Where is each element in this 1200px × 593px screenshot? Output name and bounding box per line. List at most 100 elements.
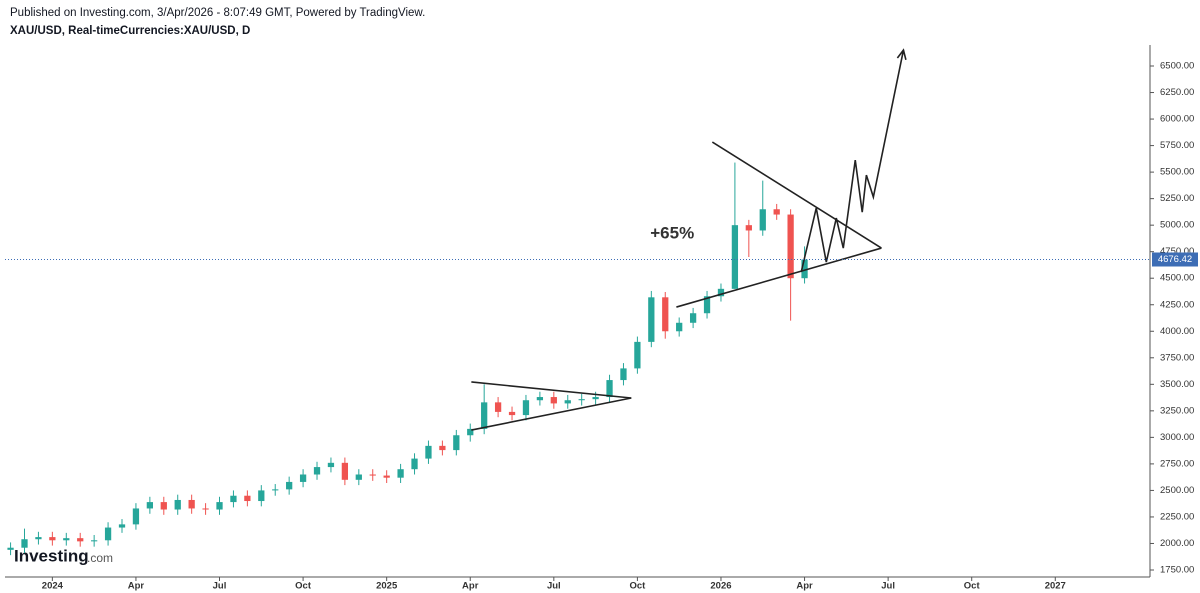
- candle-body: [703, 296, 711, 314]
- candle-body: [369, 474, 376, 476]
- trendline: [711, 141, 882, 249]
- x-tick-label: Jul: [213, 581, 227, 592]
- x-tick-label: Apr: [128, 581, 145, 592]
- y-tick-label: 2250.00: [1160, 511, 1194, 522]
- candle-body: [7, 547, 14, 550]
- candle-body: [244, 495, 251, 502]
- candle-body: [132, 508, 140, 525]
- trendline: [676, 247, 882, 308]
- price-label: 4676.42: [1158, 254, 1192, 265]
- candle-body: [578, 399, 585, 401]
- candle-body: [731, 225, 739, 289]
- price-label-box: [1152, 252, 1198, 267]
- y-tick-label: 1750.00: [1160, 565, 1194, 576]
- logo: Investing: [14, 546, 89, 565]
- candle-body: [494, 402, 502, 412]
- y-tick-label: 3000.00: [1160, 432, 1194, 443]
- candle-body: [313, 467, 321, 475]
- candle-body: [634, 341, 641, 369]
- candle-body: [230, 495, 237, 503]
- candle-body: [773, 209, 780, 215]
- y-tick-label: 5000.00: [1160, 220, 1194, 231]
- x-tick-label: Apr: [796, 581, 813, 592]
- logo-suffix: .com: [87, 551, 113, 565]
- candle-body: [202, 508, 209, 510]
- y-tick-label: 5750.00: [1160, 140, 1194, 151]
- candle-body: [188, 499, 195, 509]
- candle-body: [662, 297, 669, 332]
- candle-body: [118, 524, 126, 528]
- candle-body: [160, 502, 167, 510]
- candle-body: [77, 538, 84, 542]
- forecast-path: [800, 49, 905, 273]
- y-tick-label: 5500.00: [1160, 167, 1194, 178]
- candle-body: [759, 209, 766, 231]
- y-tick-label: 2750.00: [1160, 458, 1194, 469]
- candle-body: [272, 489, 279, 491]
- candle-body: [49, 537, 56, 541]
- trendline: [471, 381, 632, 399]
- candle-body: [341, 462, 349, 480]
- candle-body: [453, 435, 460, 451]
- candle-body: [355, 474, 362, 480]
- y-tick-label: 4000.00: [1160, 326, 1194, 337]
- candle-body: [258, 490, 265, 502]
- candle-body: [327, 462, 335, 468]
- candle-body: [508, 411, 516, 416]
- chart-title: XAU/USD, Real-timeCurrencies:XAU/USD, D: [10, 25, 250, 37]
- candle-body: [216, 502, 223, 510]
- y-tick-label: 2000.00: [1160, 538, 1194, 549]
- candle-body: [536, 397, 544, 401]
- y-tick-label: 5250.00: [1160, 193, 1194, 204]
- y-tick-label: 3750.00: [1160, 352, 1194, 363]
- x-tick-label: 2027: [1045, 581, 1066, 592]
- x-tick-label: Jul: [881, 581, 895, 592]
- candle-body: [91, 540, 98, 542]
- x-tick-label: Apr: [462, 581, 479, 592]
- y-tick-label: 6000.00: [1160, 114, 1194, 125]
- x-tick-label: 2024: [42, 581, 64, 592]
- candle-body: [21, 539, 28, 548]
- candle-body: [35, 537, 42, 540]
- annotation: +65%: [650, 224, 694, 243]
- x-tick-label: 2025: [376, 581, 398, 592]
- candle-body: [63, 538, 70, 541]
- candle-body: [620, 368, 627, 381]
- candle-body: [801, 259, 808, 279]
- candle-body: [522, 400, 530, 416]
- candle-body: [481, 402, 488, 429]
- y-tick-label: 4250.00: [1160, 299, 1194, 310]
- y-tick-label: 3500.00: [1160, 379, 1194, 390]
- candle-body: [592, 397, 599, 400]
- candle-body: [467, 428, 474, 436]
- candle-body: [648, 297, 655, 342]
- x-tick-label: Oct: [629, 581, 646, 592]
- candle-body: [299, 474, 307, 482]
- candle-body: [383, 475, 390, 478]
- y-tick-label: 6500.00: [1160, 61, 1194, 72]
- candle-body: [564, 400, 571, 404]
- x-tick-label: Jul: [547, 581, 561, 592]
- candle-body: [146, 502, 154, 509]
- candle-body: [676, 322, 683, 332]
- candle-body: [411, 458, 418, 470]
- candle-body: [425, 445, 432, 459]
- candle-body: [745, 225, 752, 231]
- y-tick-label: 4750.00: [1160, 246, 1194, 257]
- y-tick-label: 6250.00: [1160, 87, 1194, 98]
- candle-body: [104, 527, 112, 541]
- y-tick-label: 2500.00: [1160, 485, 1194, 496]
- x-tick-label: 2026: [710, 581, 731, 592]
- candle-body: [174, 499, 181, 510]
- trendline: [471, 397, 632, 431]
- candle-body: [286, 481, 293, 490]
- candle-body: [717, 288, 725, 297]
- x-tick-label: Oct: [295, 581, 312, 592]
- candle-body: [689, 313, 697, 323]
- arrowhead: [896, 48, 907, 60]
- candle-body: [787, 214, 794, 279]
- y-tick-label: 3250.00: [1160, 405, 1194, 416]
- header: Published on Investing.com, 3/Apr/2026 -…: [10, 7, 425, 19]
